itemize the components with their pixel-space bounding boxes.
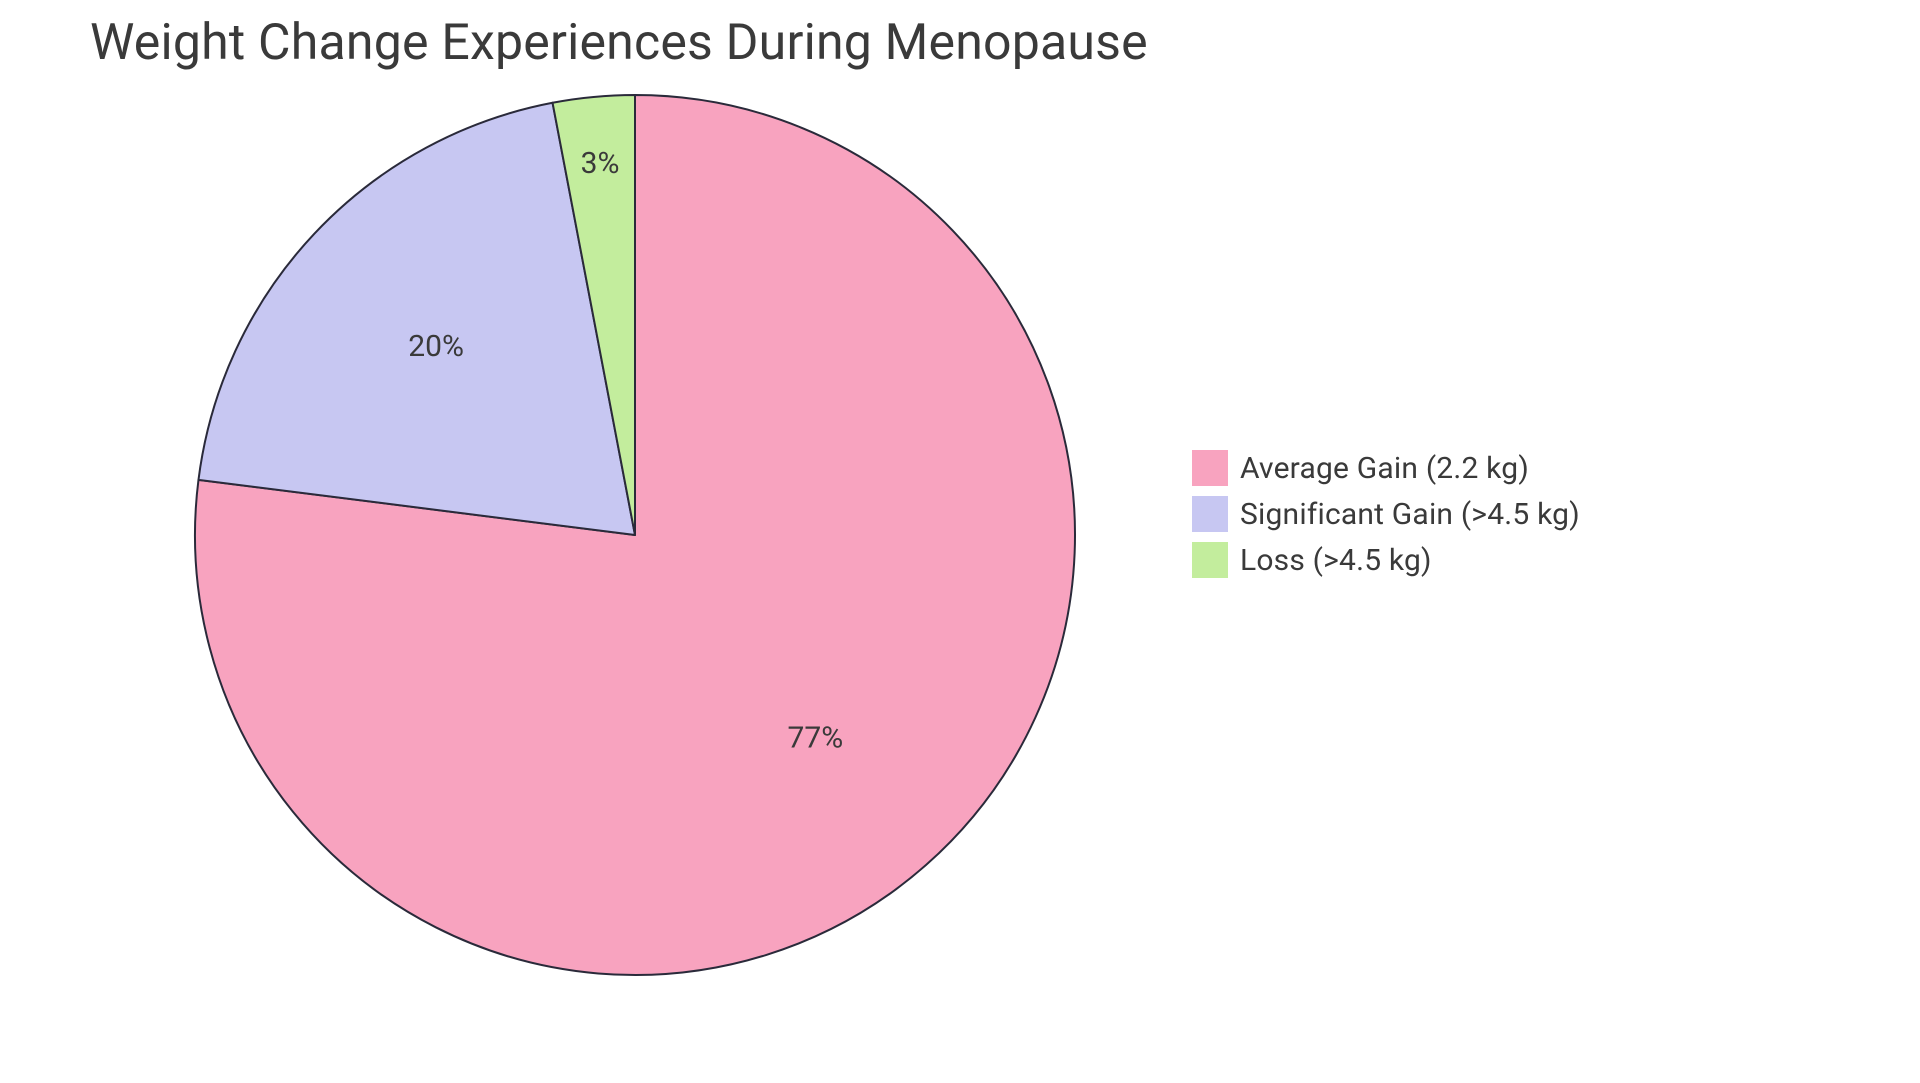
pie-slice-label: 3% <box>581 146 620 181</box>
chart-container: Weight Change Experiences During Menopau… <box>0 0 1920 1083</box>
pie-svg: 77% 20% 3% <box>190 90 1080 980</box>
pie-slice-label: 77% <box>788 721 844 756</box>
legend-swatch <box>1192 496 1228 532</box>
legend-item: Average Gain (2.2 kg) <box>1192 450 1580 486</box>
legend-label: Loss (>4.5 kg) <box>1240 543 1432 578</box>
legend-swatch <box>1192 450 1228 486</box>
legend-item: Loss (>4.5 kg) <box>1192 542 1580 578</box>
legend-label: Average Gain (2.2 kg) <box>1240 451 1529 486</box>
legend: Average Gain (2.2 kg) Significant Gain (>… <box>1192 450 1580 578</box>
pie-chart: 77% 20% 3% <box>190 90 1080 980</box>
legend-swatch <box>1192 542 1228 578</box>
chart-title: Weight Change Experiences During Menopau… <box>90 14 1148 72</box>
pie-slice-label: 20% <box>408 329 464 364</box>
legend-item: Significant Gain (>4.5 kg) <box>1192 496 1580 532</box>
pie-slices <box>195 95 1075 975</box>
legend-label: Significant Gain (>4.5 kg) <box>1240 497 1580 532</box>
